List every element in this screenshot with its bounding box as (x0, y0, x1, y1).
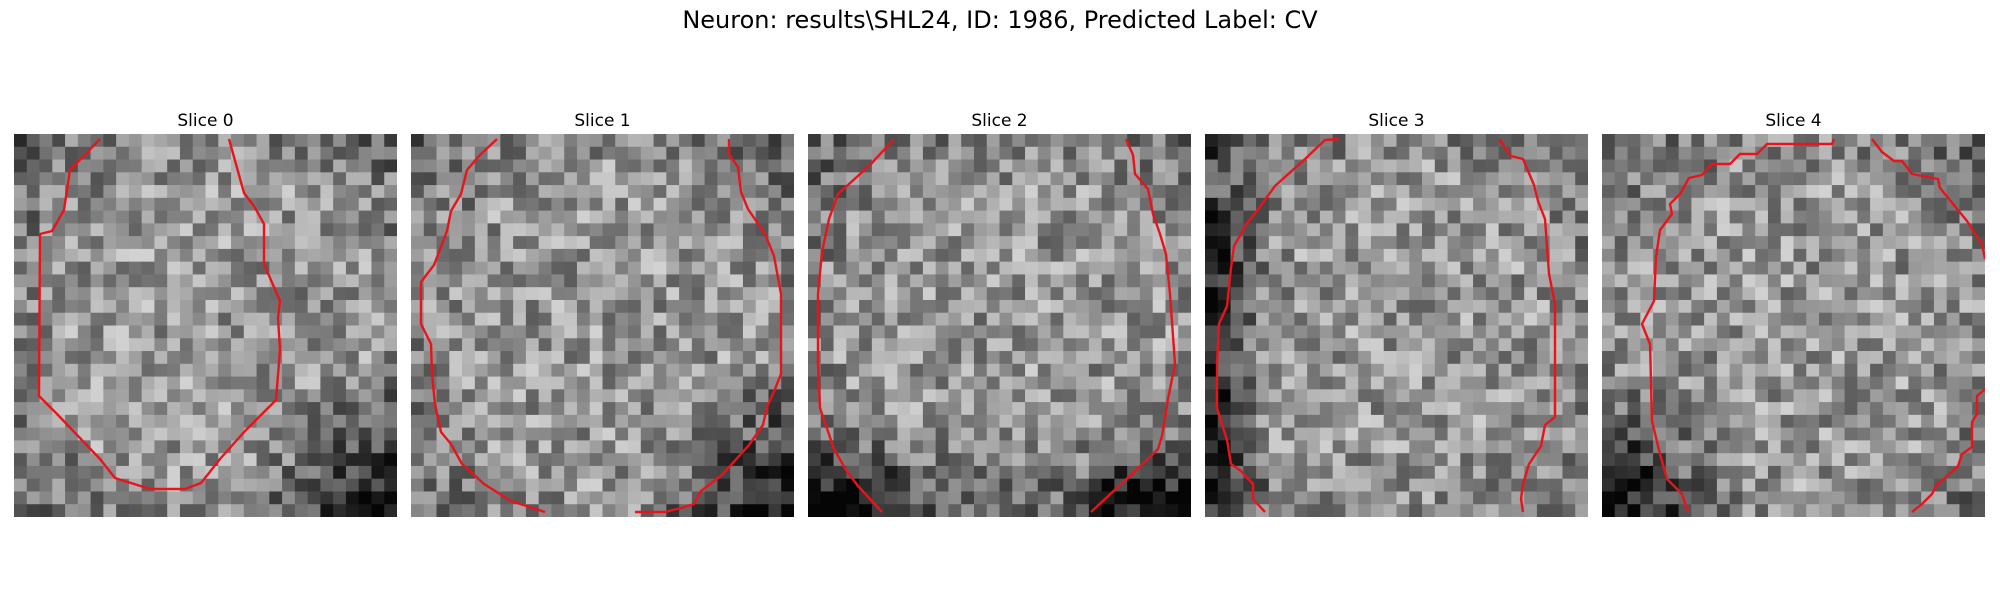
contour-line (419, 138, 546, 514)
contour-line (1215, 137, 1340, 513)
slice-image (411, 134, 794, 517)
figure-title: Neuron: results\SHL24, ID: 1986, Predict… (682, 6, 1318, 34)
slice-panel-4: Slice 4 (1602, 110, 1985, 517)
contour-line (816, 138, 895, 513)
contour-line (1498, 138, 1557, 513)
slice-image (1602, 134, 1985, 517)
contour-line (1640, 138, 1836, 513)
contour-line (1090, 138, 1177, 513)
slice-panel-2: Slice 2 (808, 110, 1191, 517)
contour-line (635, 139, 783, 514)
contour-line (1871, 138, 1985, 260)
slice-title: Slice 0 (177, 111, 234, 131)
slice-image (1205, 134, 1588, 517)
slice-title: Slice 1 (574, 111, 631, 131)
slice-panel-0: Slice 0 (14, 110, 397, 517)
contour-line (1911, 388, 1985, 513)
slice-title: Slice 2 (971, 111, 1028, 131)
slice-panel-3: Slice 3 (1205, 110, 1588, 517)
slice-title: Slice 3 (1368, 111, 1425, 131)
contour-line (37, 138, 282, 491)
slice-image (808, 134, 1191, 517)
slice-title: Slice 4 (1765, 111, 1822, 131)
slice-image (14, 134, 397, 517)
slice-panel-1: Slice 1 (411, 110, 794, 517)
